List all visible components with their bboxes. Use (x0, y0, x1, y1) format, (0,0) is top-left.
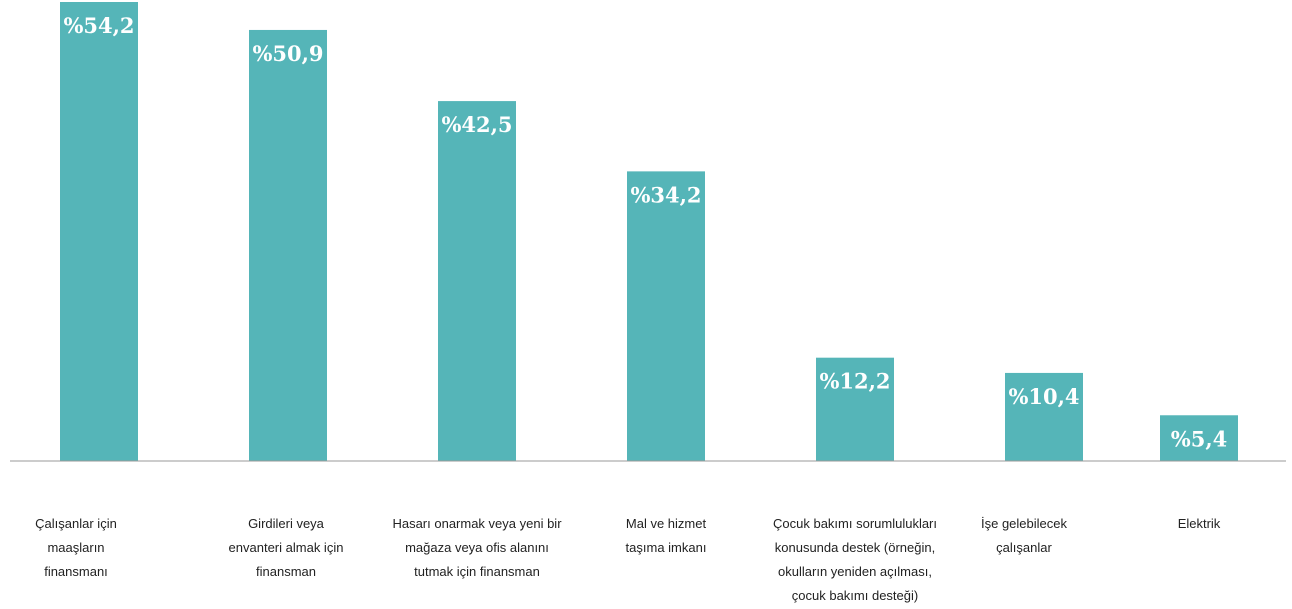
category-label-line: Çalışanlar için (35, 516, 117, 531)
category-label-line: konusunda destek (örneğin, (775, 540, 935, 555)
category-label-line: okulların yeniden açılması, (778, 564, 932, 579)
category-label-line: Hasarı onarmak veya yeni bir (392, 516, 562, 531)
bar-0 (60, 1, 138, 461)
category-label-3: Mal ve hizmet taşıma imkanı (626, 516, 707, 555)
bar-4 (816, 357, 894, 461)
category-label-line: mağaza veya ofis alanını (405, 540, 549, 555)
category-label-0: Çalışanlar için maaşların finansmanı (35, 516, 117, 579)
category-label-6: Elektrik (1178, 516, 1221, 531)
category-label-line: çalışanlar (996, 540, 1052, 555)
value-labels-group: %54,2 %50,9 %42,5 %34,2 %12,2 %10,4 %5,4 (63, 13, 1227, 451)
category-label-line: maaşların (47, 540, 104, 555)
bar-value-label-1: %50,9 (252, 41, 323, 66)
category-label-line: Girdileri veya (248, 516, 325, 531)
bar-5 (1005, 372, 1083, 461)
category-label-line: finansman (256, 564, 316, 579)
bar-3 (627, 171, 705, 462)
category-label-line: Mal ve hizmet (626, 516, 707, 531)
category-label-line: finansmanı (44, 564, 108, 579)
bar-6 (1160, 415, 1238, 461)
bar-2 (438, 101, 516, 462)
bar-value-label-5: %10,4 (1008, 384, 1079, 409)
bar-value-label-2: %42,5 (441, 112, 512, 137)
bar-value-label-0: %54,2 (63, 13, 134, 38)
category-label-1: Girdileri veya envanteri almak için finans… (229, 516, 344, 579)
category-label-line: çocuk bakımı desteği) (792, 588, 918, 603)
category-label-line: tutmak için finansman (414, 564, 540, 579)
category-labels-group: Çalışanlar için maaşların finansmanı Girdil… (35, 516, 1221, 603)
category-label-2: Hasarı onarmak veya yeni bir mağaza veya … (392, 516, 562, 579)
category-label-5: İşe gelebilecek çalışanlar (981, 516, 1067, 555)
bar-value-label-3: %34,2 (630, 182, 701, 207)
bar-value-label-6: %5,4 (1171, 426, 1228, 451)
category-label-line: envanteri almak için (229, 540, 344, 555)
category-label-line: İşe gelebilecek (981, 516, 1067, 531)
category-label-4: Çocuk bakımı sorumlulukları konusunda des… (773, 516, 937, 603)
bar-value-label-4: %12,2 (819, 369, 890, 394)
bars-group (60, 1, 1238, 462)
bar-1 (249, 29, 327, 461)
category-label-line: taşıma imkanı (626, 540, 707, 555)
category-label-line: Çocuk bakımı sorumlulukları (773, 516, 937, 531)
category-label-line: Elektrik (1178, 516, 1221, 531)
